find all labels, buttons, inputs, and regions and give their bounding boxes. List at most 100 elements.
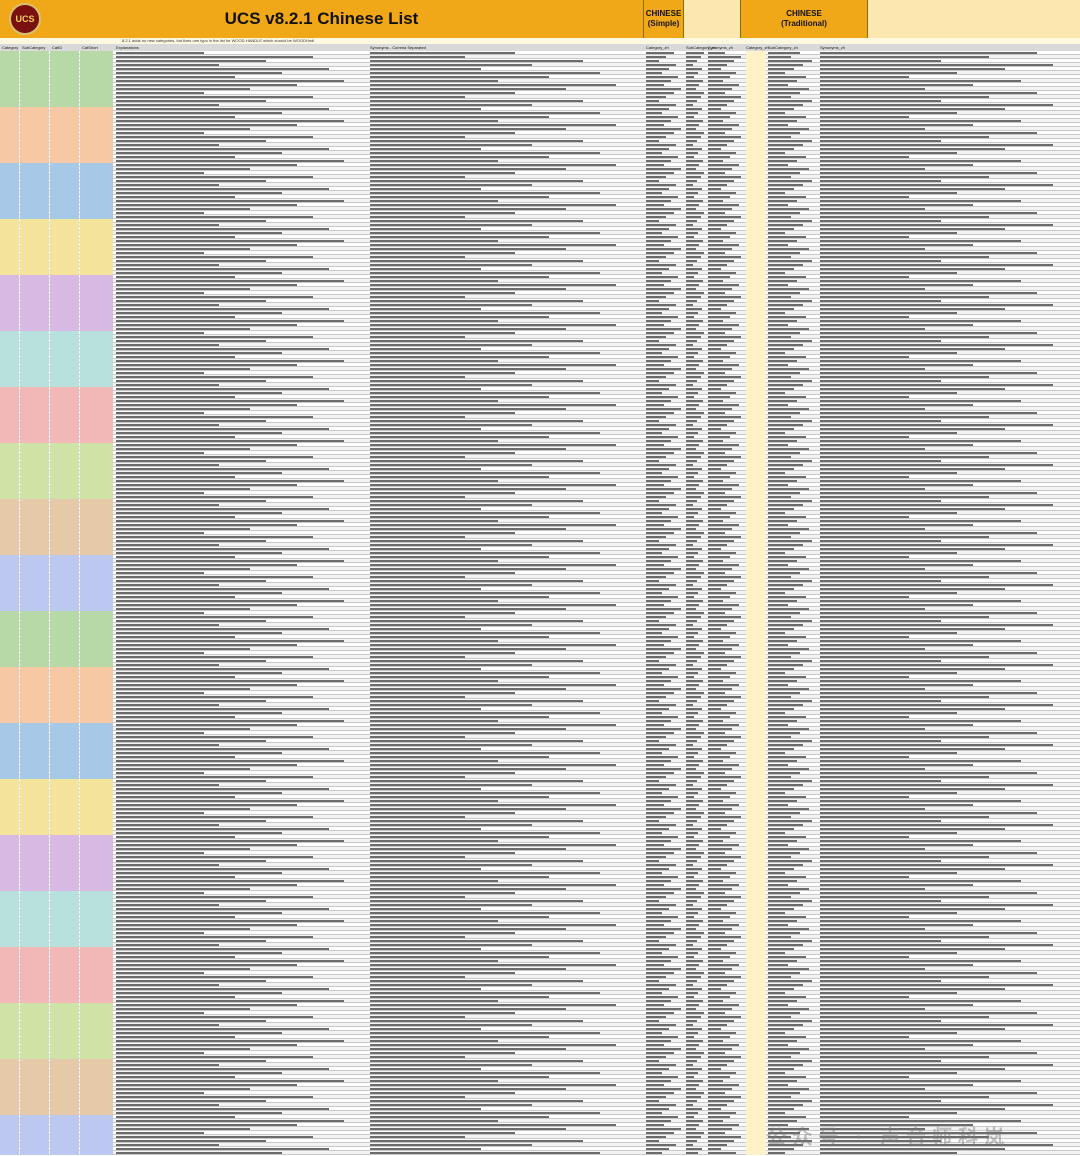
category-cell — [0, 75, 19, 79]
category-cell — [80, 755, 113, 759]
text-cell — [646, 508, 669, 510]
category-cell — [80, 627, 113, 631]
text-cell — [768, 580, 812, 582]
text-cell — [370, 1136, 465, 1138]
text-cell — [820, 536, 989, 538]
text-cell — [820, 572, 1037, 574]
text-cell — [708, 444, 739, 446]
text-cell — [768, 892, 800, 894]
text-cell — [708, 848, 732, 850]
category-cell — [80, 979, 113, 983]
category-cell — [0, 1111, 19, 1115]
text-cell — [708, 312, 737, 314]
text-cell — [370, 588, 482, 590]
zh-cell — [746, 235, 766, 239]
text-cell — [116, 724, 298, 726]
category-cell — [50, 399, 79, 403]
text-cell — [370, 1020, 583, 1022]
text-cell — [370, 780, 583, 782]
zh-cell — [746, 755, 766, 759]
category-cell — [20, 367, 49, 371]
text-cell — [686, 768, 696, 770]
text-cell — [686, 424, 693, 426]
text-cell — [820, 156, 910, 158]
text-cell — [646, 240, 672, 242]
text-cell — [646, 728, 681, 730]
text-cell — [686, 284, 700, 286]
text-cell — [820, 852, 1037, 854]
category-cell — [50, 775, 79, 779]
category-cell — [20, 551, 49, 555]
table-row — [0, 687, 1080, 691]
table-row — [0, 415, 1080, 419]
zh-cell — [746, 459, 766, 463]
text-cell — [686, 188, 702, 190]
category-cell — [20, 219, 49, 223]
text-cell — [370, 264, 532, 266]
text-cell — [686, 888, 696, 890]
text-cell — [820, 712, 958, 714]
category-cell — [20, 339, 49, 343]
category-cell — [50, 987, 79, 991]
text-cell — [820, 248, 926, 250]
text-cell — [768, 480, 797, 482]
text-cell — [116, 752, 282, 754]
category-cell — [0, 879, 19, 883]
text-cell — [646, 160, 672, 162]
text-cell — [370, 940, 583, 942]
category-cell — [80, 103, 113, 107]
text-cell — [768, 436, 806, 438]
text-cell — [820, 1120, 1021, 1122]
text-cell — [370, 288, 566, 290]
text-cell — [708, 732, 726, 734]
text-cell — [370, 64, 532, 66]
text-cell — [820, 984, 1053, 986]
text-cell — [646, 396, 679, 398]
table-row — [0, 1115, 1080, 1119]
category-cell — [50, 747, 79, 751]
text-cell — [686, 84, 700, 86]
text-cell — [686, 900, 697, 902]
text-cell — [646, 532, 674, 534]
category-cell — [50, 1063, 79, 1067]
text-cell — [768, 912, 785, 914]
text-cell — [708, 80, 723, 82]
text-cell — [116, 632, 282, 634]
category-cell — [80, 855, 113, 859]
text-cell — [708, 572, 726, 574]
text-cell — [370, 300, 583, 302]
text-cell — [370, 772, 516, 774]
table-row — [0, 307, 1080, 311]
category-cell — [80, 451, 113, 455]
text-cell — [768, 464, 803, 466]
text-cell — [370, 700, 583, 702]
category-cell — [0, 807, 19, 811]
text-cell — [708, 964, 739, 966]
text-cell — [370, 304, 532, 306]
category-cell — [80, 371, 113, 375]
text-cell — [370, 56, 465, 58]
category-cell — [50, 287, 79, 291]
text-cell — [370, 832, 600, 834]
category-cell — [20, 567, 49, 571]
category-cell — [50, 1039, 79, 1043]
text-cell — [370, 1112, 600, 1114]
category-cell — [50, 795, 79, 799]
table-row — [0, 75, 1080, 79]
text-cell — [686, 884, 700, 886]
text-cell — [646, 312, 662, 314]
text-cell — [820, 748, 1005, 750]
zh-cell — [746, 967, 766, 971]
text-cell — [708, 280, 723, 282]
text-cell — [116, 876, 235, 878]
text-cell — [768, 772, 800, 774]
zh-cell — [746, 1011, 766, 1015]
text-cell — [116, 712, 282, 714]
category-cell — [80, 415, 113, 419]
text-cell — [708, 608, 732, 610]
category-cell — [0, 1011, 19, 1015]
category-cell — [0, 479, 19, 483]
text-cell — [686, 260, 697, 262]
text-cell — [370, 760, 499, 762]
table-row — [0, 355, 1080, 359]
